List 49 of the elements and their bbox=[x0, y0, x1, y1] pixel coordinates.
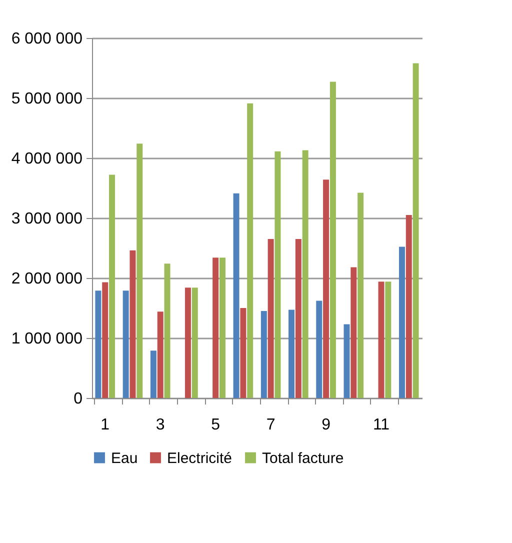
x-tick-label: 11 bbox=[372, 416, 390, 434]
y-tick-label: 1 000 000 bbox=[11, 330, 83, 348]
bar bbox=[233, 193, 240, 398]
bar bbox=[406, 215, 412, 398]
bar bbox=[344, 324, 350, 398]
bar bbox=[150, 350, 156, 398]
y-tick-label: 4 000 000 bbox=[11, 150, 83, 168]
bar bbox=[330, 82, 336, 398]
bar bbox=[288, 310, 295, 398]
bar bbox=[268, 239, 274, 398]
y-tick-label: 2 000 000 bbox=[11, 270, 83, 288]
y-tick-label: 6 000 000 bbox=[11, 30, 83, 48]
bar bbox=[323, 180, 330, 398]
bar bbox=[95, 290, 102, 398]
x-tick-label: 1 bbox=[100, 416, 110, 434]
bar bbox=[240, 308, 246, 398]
bar bbox=[260, 311, 267, 398]
bar bbox=[109, 174, 116, 398]
bar bbox=[219, 258, 226, 398]
bar bbox=[247, 103, 254, 398]
bar bbox=[412, 63, 419, 398]
bar bbox=[385, 282, 392, 398]
x-tick-label: 9 bbox=[322, 416, 331, 434]
bar bbox=[136, 144, 143, 398]
bar bbox=[295, 239, 302, 398]
x-tick-label: 7 bbox=[266, 416, 276, 434]
bar bbox=[398, 246, 405, 398]
bar bbox=[274, 151, 281, 398]
y-tick-label: 3 000 000 bbox=[11, 210, 83, 228]
legend-label: Total facture bbox=[262, 450, 344, 467]
bar bbox=[184, 288, 191, 398]
bar bbox=[164, 264, 170, 398]
legend-label: Eau bbox=[111, 450, 138, 467]
x-tick-label: 5 bbox=[211, 416, 220, 434]
legend-label: Electricité bbox=[167, 450, 232, 467]
bar bbox=[378, 282, 384, 398]
bar bbox=[130, 250, 136, 398]
x-tick-label: 3 bbox=[156, 416, 165, 434]
bar bbox=[102, 282, 108, 398]
bar bbox=[122, 290, 129, 398]
bar bbox=[316, 300, 322, 398]
y-tick-label: 0 bbox=[74, 390, 83, 408]
bar bbox=[358, 192, 364, 398]
bar bbox=[302, 150, 308, 398]
bar bbox=[192, 288, 198, 398]
bar bbox=[157, 312, 164, 398]
y-tick-label: 5 000 000 bbox=[11, 90, 83, 108]
bar bbox=[350, 267, 357, 398]
bar bbox=[212, 258, 219, 398]
